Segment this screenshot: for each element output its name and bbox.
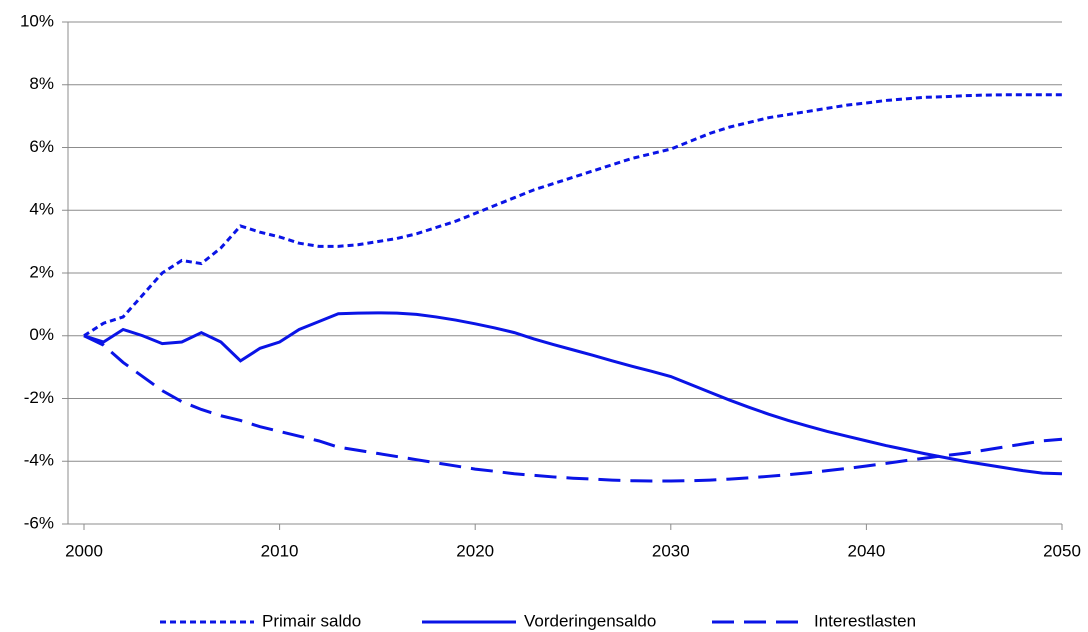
x-tick-label: 2020	[456, 541, 494, 560]
y-tick-label: 8%	[29, 74, 54, 93]
y-tick-label: 6%	[29, 137, 54, 156]
y-tick-label: 4%	[29, 200, 54, 219]
y-tick-label: 0%	[29, 325, 54, 344]
x-tick-label: 2050	[1043, 541, 1081, 560]
y-tick-label: -2%	[24, 388, 54, 407]
series-line	[83, 311, 1063, 476]
y-tick-label: -4%	[24, 451, 54, 470]
x-tick-label: 2040	[847, 541, 885, 560]
x-tick-label: 2000	[65, 541, 103, 560]
x-tick-label: 2010	[261, 541, 299, 560]
y-tick-label: 10%	[20, 11, 54, 30]
x-tick-label: 2030	[652, 541, 690, 560]
series-line	[83, 93, 1062, 338]
legend-label: Primair saldo	[262, 611, 361, 630]
y-tick-label: -6%	[24, 513, 54, 532]
series-line	[83, 334, 1063, 483]
legend-label: Vorderingensaldo	[524, 611, 656, 630]
legend-label: Interestlasten	[814, 611, 916, 630]
y-tick-label: 2%	[29, 262, 54, 281]
